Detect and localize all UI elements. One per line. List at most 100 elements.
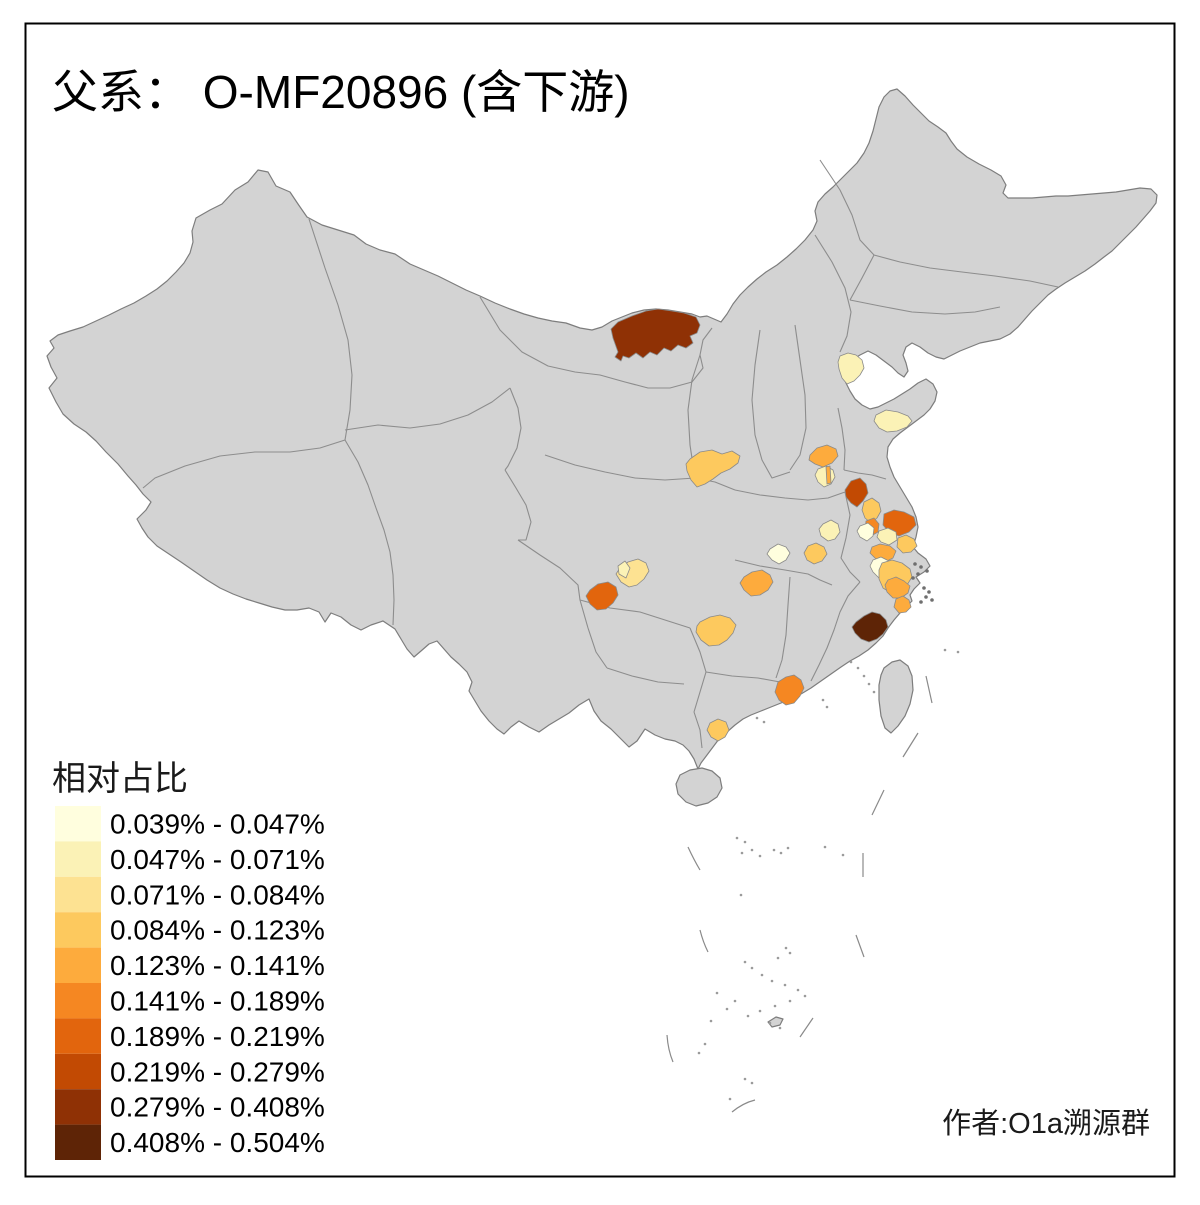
- island-speck: [856, 666, 860, 670]
- prefecture-region-r22: [818, 519, 841, 542]
- legend-row: 0.084% - 0.123%: [55, 912, 325, 948]
- legend-row: 0.279% - 0.408%: [55, 1089, 325, 1125]
- island-speck: [697, 1051, 701, 1055]
- legend-swatch: [55, 912, 101, 948]
- prefecture-region-r14: [896, 534, 918, 554]
- island-speck: [768, 1021, 772, 1025]
- legend-row: 0.039% - 0.047%: [55, 806, 325, 842]
- prefecture-region-r18: [884, 576, 911, 599]
- island-speck: [930, 598, 934, 602]
- island-speck: [743, 1077, 747, 1081]
- legend-swatch: [55, 1018, 101, 1054]
- legend-label: 0.084% - 0.123%: [110, 915, 325, 946]
- map-regions: [585, 308, 918, 742]
- island-speck: [750, 848, 754, 852]
- islands: [666, 562, 960, 1113]
- legend-swatch: [55, 947, 101, 983]
- mainland-outline: [46, 88, 1158, 770]
- island-speck: [786, 846, 790, 850]
- legend-swatch: [55, 1124, 101, 1160]
- author-credit: 作者:O1a溯源群: [942, 1107, 1150, 1140]
- island-speck: [922, 586, 926, 590]
- prefecture-region-r29: [774, 674, 805, 706]
- small-islet: [767, 1016, 784, 1028]
- island-speck: [746, 1014, 750, 1018]
- prefecture-region-r12: [856, 522, 875, 542]
- island-speck: [913, 562, 917, 566]
- prefecture-region-r21: [766, 543, 791, 565]
- island-speck: [956, 650, 960, 654]
- legend-swatch: [55, 983, 101, 1019]
- island-speck: [703, 1042, 707, 1046]
- prefecture-region-r7: [825, 465, 832, 485]
- island-speck: [740, 851, 744, 855]
- island-speck: [725, 1007, 729, 1011]
- island-speck: [728, 1097, 732, 1101]
- legend-label: 0.123% - 0.141%: [110, 950, 325, 981]
- island-speck: [916, 572, 920, 576]
- island-speck: [841, 853, 845, 857]
- legend-swatch: [55, 806, 101, 842]
- prefecture-region-r20: [851, 611, 889, 643]
- island-speck: [758, 1009, 762, 1013]
- legend-label: 0.279% - 0.408%: [110, 1092, 325, 1123]
- island-speck: [750, 1081, 754, 1085]
- legend-swatch: [55, 841, 101, 877]
- legend-row: 0.071% - 0.084%: [55, 876, 325, 913]
- prefecture-region-r9: [861, 497, 882, 524]
- sea-specks: [697, 562, 960, 1101]
- legend-label: 0.071% - 0.084%: [110, 879, 325, 910]
- page-title: 父系： O-MF20896 (含下游): [52, 66, 630, 118]
- island-speck: [770, 979, 774, 983]
- prefecture-region-r15: [869, 543, 897, 563]
- island-speck: [919, 600, 923, 604]
- island-speck: [927, 590, 931, 594]
- island-speck: [821, 698, 825, 702]
- legend-title: 相对占比: [52, 760, 188, 798]
- island-speck: [849, 660, 853, 664]
- legend-items: 0.039% - 0.047% 0.047% - 0.071% 0.071% - 0…: [55, 806, 325, 1160]
- prefecture-region-r13: [876, 527, 898, 546]
- legend-row: 0.219% - 0.279%: [55, 1053, 325, 1090]
- island-speck: [772, 848, 776, 852]
- prefecture-region-r30: [706, 718, 730, 742]
- legend-row: 0.141% - 0.189%: [55, 983, 325, 1019]
- island-speck: [788, 999, 792, 1003]
- prefecture-region-r27: [617, 560, 631, 579]
- legend-row: 0.189% - 0.219%: [55, 1018, 325, 1054]
- legend: 相对占比 0.039% - 0.047% 0.047% - 0.071% 0.071…: [52, 760, 325, 1160]
- legend-swatch: [55, 1089, 101, 1125]
- island-speck: [750, 966, 754, 970]
- prefecture-region-r24: [739, 569, 774, 597]
- island-speck: [911, 576, 915, 580]
- island-speck: [773, 1004, 777, 1008]
- island-speck: [796, 988, 800, 992]
- island-speck: [733, 999, 737, 1003]
- prefecture-region-r4: [685, 449, 741, 488]
- prefecture-region-r2: [837, 352, 865, 385]
- island-speck: [872, 690, 876, 694]
- legend-row: 0.408% - 0.504%: [55, 1124, 325, 1160]
- island-speck: [743, 840, 747, 844]
- island-speck: [779, 851, 783, 855]
- island-speck: [778, 1026, 782, 1030]
- legend-swatch: [55, 876, 101, 913]
- island-speck: [762, 720, 766, 724]
- legend-swatch: [55, 1053, 101, 1090]
- legend-row: 0.047% - 0.071%: [55, 841, 325, 877]
- island-speck: [735, 836, 739, 840]
- legend-label: 0.219% - 0.279%: [110, 1056, 325, 1087]
- legend-label: 0.141% - 0.189%: [110, 986, 325, 1017]
- legend-label: 0.039% - 0.047%: [110, 809, 325, 840]
- island-speck: [943, 648, 947, 652]
- prefecture-region-r3: [873, 409, 913, 433]
- prefecture-region-r25: [695, 614, 737, 647]
- island-speck: [739, 893, 743, 897]
- taiwan-island: [878, 659, 914, 734]
- prefecture-region-r5: [808, 444, 839, 468]
- island-speck: [755, 716, 759, 720]
- island-speck: [783, 983, 787, 987]
- legend-row: 0.123% - 0.141%: [55, 947, 325, 983]
